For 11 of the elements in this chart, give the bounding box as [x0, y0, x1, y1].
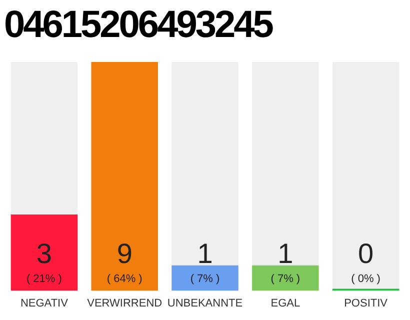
x-tick-label: NEGATIV: [20, 297, 69, 310]
data-label: 9 ( 64% ): [106, 238, 142, 285]
data-label: 1 ( 7% ): [190, 238, 220, 285]
data-label: 1 ( 7% ): [270, 238, 300, 285]
x-tick-label: EGAL: [270, 297, 300, 310]
x-tick-label: UNBEKANNTE: [167, 297, 243, 310]
x-tick-label: VERWIRREND: [87, 297, 162, 310]
x-tick-label: POSITIV: [344, 297, 388, 310]
data-label: 0 ( 0% ): [351, 238, 380, 285]
data-label: 3 ( 21% ): [26, 238, 62, 285]
chart-title: 04615206493245: [3, 3, 274, 48]
